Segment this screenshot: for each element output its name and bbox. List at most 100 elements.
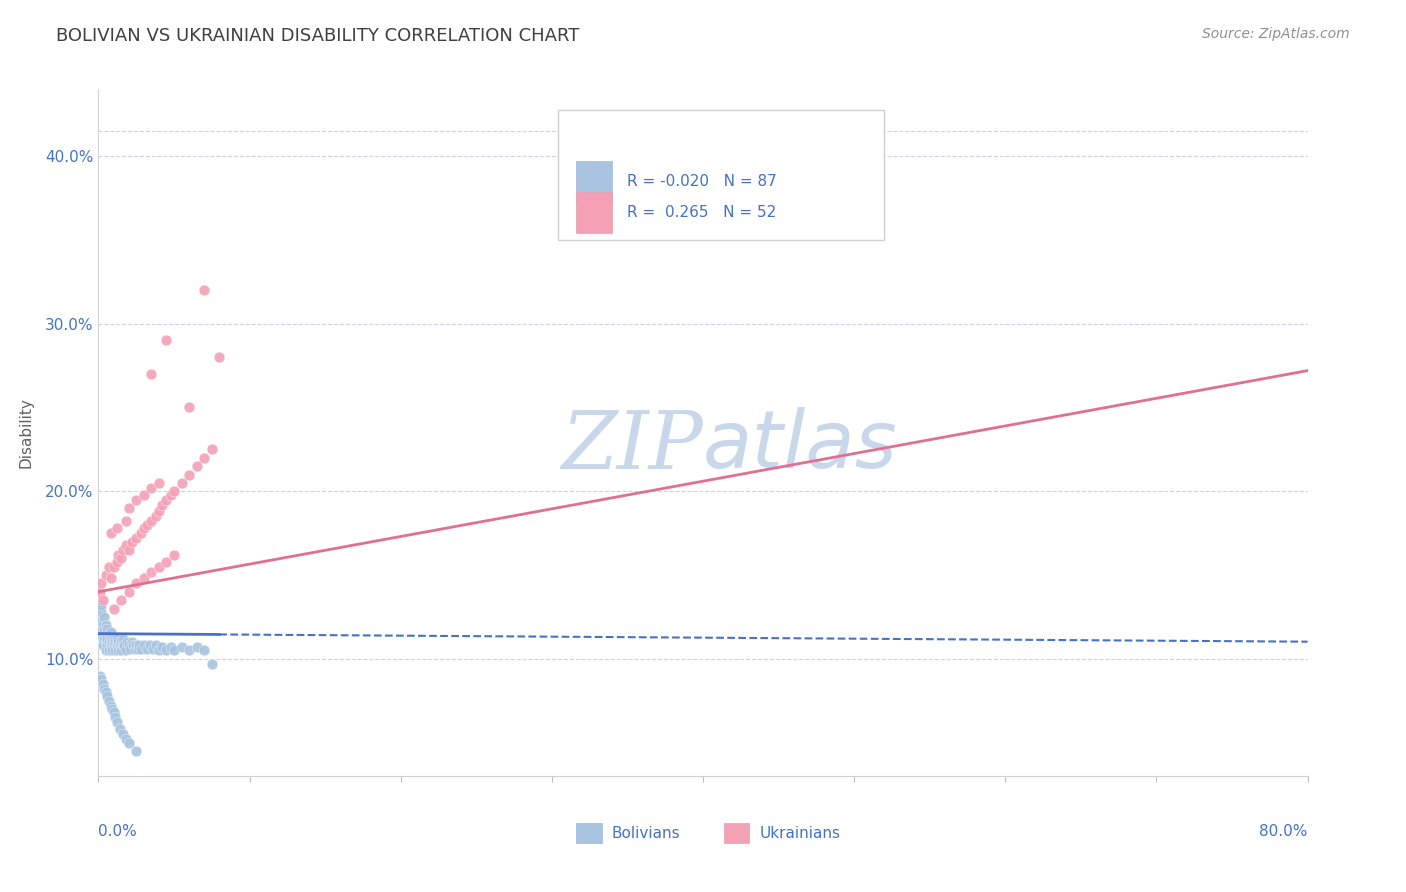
Point: [148, 559, 170, 574]
Point: [89, 626, 111, 640]
Point: [186, 640, 208, 654]
Point: [124, 641, 146, 656]
Text: Bolivians: Bolivians: [612, 826, 681, 840]
Point: [105, 715, 128, 730]
Point: [125, 639, 148, 653]
Point: [96, 632, 118, 646]
Point: [163, 643, 186, 657]
Point: [104, 710, 127, 724]
Point: [150, 498, 173, 512]
Point: [98, 626, 121, 640]
Point: [98, 635, 121, 649]
Point: [179, 643, 201, 657]
Point: [193, 283, 215, 297]
Point: [91, 626, 114, 640]
Point: [90, 615, 112, 629]
Point: [193, 450, 215, 465]
Point: [114, 538, 136, 552]
Point: [111, 632, 134, 646]
Point: [93, 610, 115, 624]
Point: [91, 593, 114, 607]
Point: [114, 643, 136, 657]
Point: [104, 643, 127, 657]
Point: [170, 640, 193, 654]
Point: [125, 744, 148, 758]
Text: Source: ZipAtlas.com: Source: ZipAtlas.com: [1202, 27, 1350, 41]
Point: [141, 481, 163, 495]
FancyBboxPatch shape: [576, 192, 613, 234]
Point: [170, 475, 193, 490]
Point: [160, 640, 183, 654]
Point: [107, 548, 129, 562]
Point: [132, 571, 155, 585]
Point: [129, 526, 152, 541]
Text: ZIP: ZIP: [561, 408, 703, 485]
Point: [98, 693, 121, 707]
Point: [100, 698, 122, 713]
Point: [89, 601, 111, 615]
Point: [93, 632, 115, 646]
Point: [135, 641, 157, 656]
Point: [100, 571, 122, 585]
Point: [148, 504, 170, 518]
Text: R =  0.265   N = 52: R = 0.265 N = 52: [627, 205, 776, 220]
Point: [89, 668, 111, 682]
Point: [104, 635, 127, 649]
Point: [107, 635, 129, 649]
Text: 0.0%: 0.0%: [98, 824, 138, 839]
Point: [125, 576, 148, 591]
Point: [94, 568, 117, 582]
Point: [155, 555, 177, 569]
Point: [108, 722, 131, 736]
Point: [105, 639, 128, 653]
Point: [93, 622, 115, 636]
Point: [94, 618, 117, 632]
FancyBboxPatch shape: [558, 110, 884, 240]
Point: [96, 622, 118, 636]
Point: [201, 657, 224, 671]
Point: [90, 576, 112, 591]
Point: [129, 641, 152, 656]
FancyBboxPatch shape: [576, 161, 613, 202]
Point: [118, 501, 141, 516]
Point: [90, 622, 112, 636]
Point: [91, 618, 114, 632]
Point: [103, 559, 125, 574]
Point: [125, 492, 148, 507]
Point: [186, 459, 208, 474]
Point: [155, 334, 177, 348]
Y-axis label: Disability: Disability: [18, 397, 34, 468]
Point: [142, 641, 165, 656]
Text: atlas: atlas: [703, 408, 898, 485]
Text: R = -0.020   N = 87: R = -0.020 N = 87: [627, 175, 776, 189]
Point: [150, 640, 173, 654]
Point: [163, 484, 186, 499]
Point: [193, 643, 215, 657]
Point: [155, 643, 177, 657]
Point: [101, 635, 124, 649]
Point: [101, 702, 124, 716]
Point: [155, 492, 177, 507]
Point: [115, 635, 138, 649]
Point: [94, 626, 117, 640]
Point: [127, 641, 149, 656]
Text: Ukrainians: Ukrainians: [759, 826, 841, 840]
Point: [110, 643, 132, 657]
Point: [135, 517, 157, 532]
Point: [94, 635, 117, 649]
Point: [110, 635, 132, 649]
Point: [145, 509, 167, 524]
Point: [179, 401, 201, 415]
Point: [139, 639, 162, 653]
Point: [120, 641, 142, 656]
Point: [90, 672, 112, 686]
Point: [90, 605, 112, 619]
Point: [132, 521, 155, 535]
Point: [103, 632, 125, 646]
Point: [114, 515, 136, 529]
Point: [89, 584, 111, 599]
Point: [141, 367, 163, 381]
Point: [93, 681, 115, 696]
Point: [111, 542, 134, 557]
Point: [100, 624, 122, 639]
